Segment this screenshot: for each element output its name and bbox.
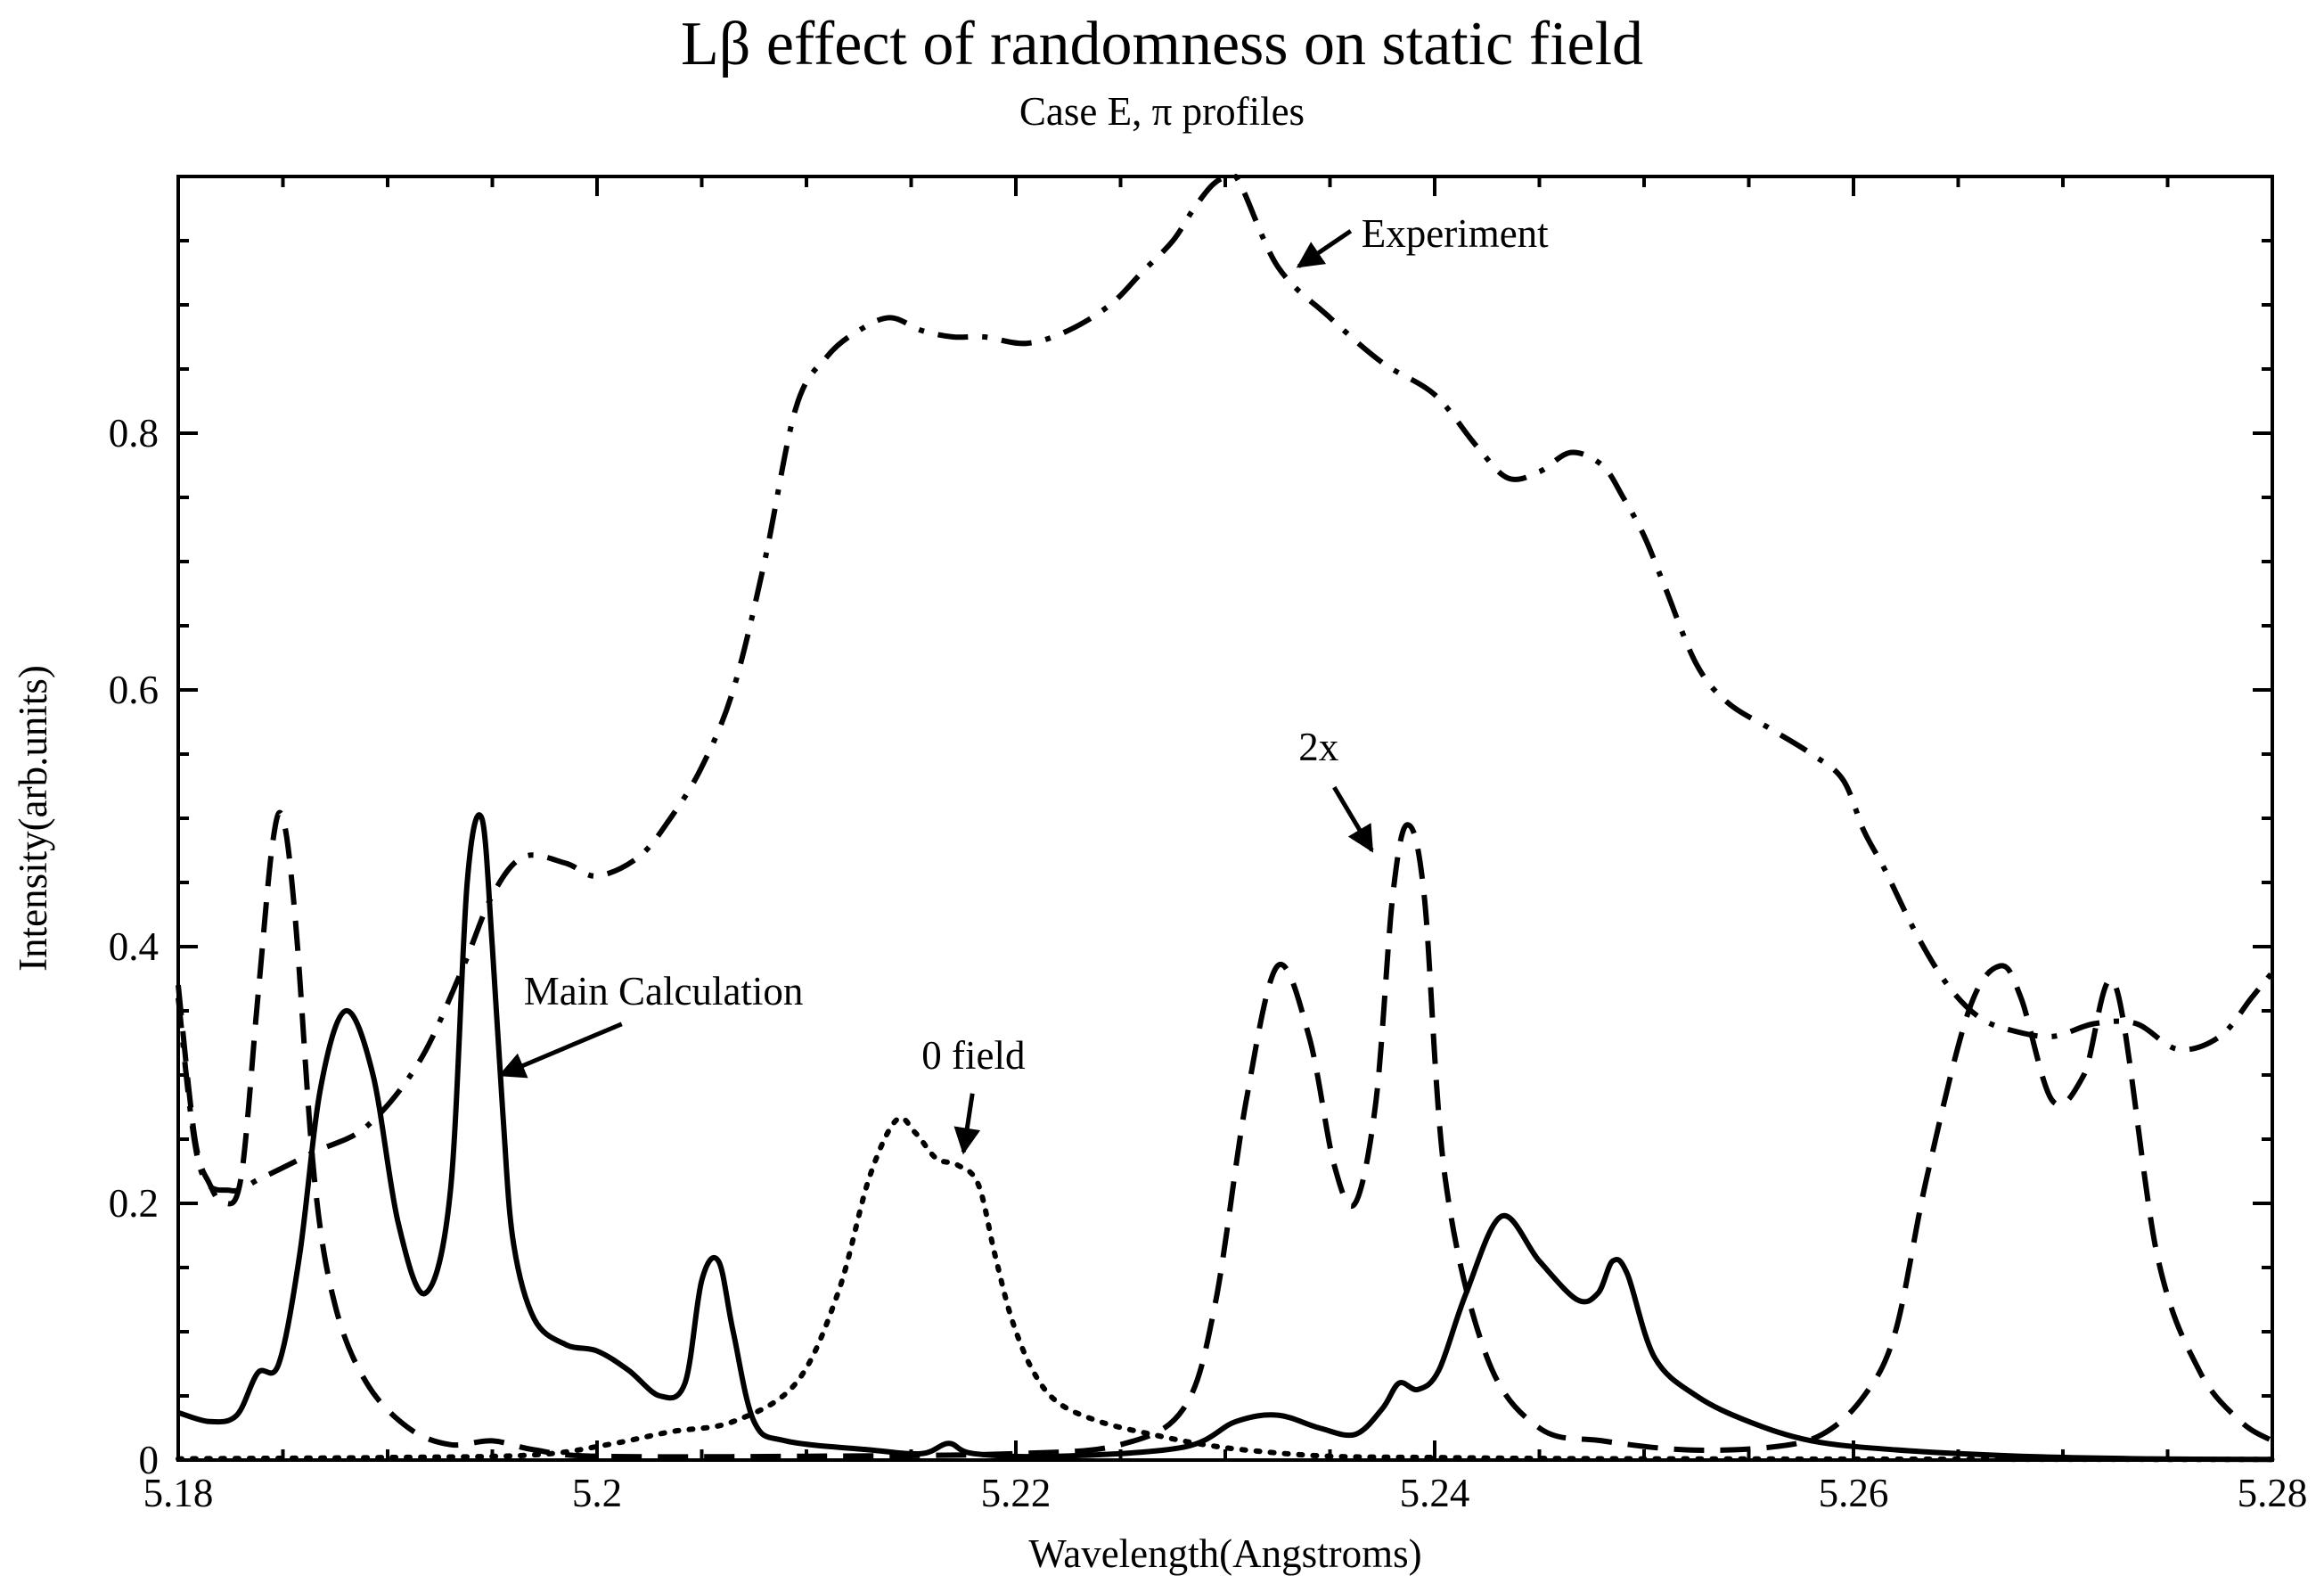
x-tick-label: 5.18	[143, 1471, 214, 1515]
x-axis-label: Wavelength(Angstroms)	[1028, 1531, 1421, 1576]
annotation-0-field: 0 field	[921, 1033, 1025, 1078]
series-line-experiment	[176, 174, 2275, 1194]
series-line-0-field	[176, 1115, 2275, 1463]
y-tick-label: 0	[139, 1438, 160, 1482]
y-tick-label: 0.8	[109, 411, 159, 455]
series-line-main-calculation	[177, 812, 2273, 1463]
ticks-layer	[176, 175, 2274, 1462]
x-tick-label: 5.22	[981, 1471, 1052, 1515]
tick-labels: 5.18 5.2 5.22 5.24 5.26 5.28 0 0.2 0.4 0.6 0.8	[109, 411, 2308, 1515]
annotation-arrow	[1332, 785, 1374, 853]
chart-title: Lβ effect of randomness on static field	[681, 10, 1643, 78]
annotation-main-calculation: Main Calculation	[524, 969, 804, 1013]
series-layer	[176, 174, 2275, 1463]
chart-subtitle: Case E, π profiles	[1019, 89, 1305, 134]
annotation-2x: 2x	[1298, 725, 1338, 769]
annotation-arrow	[953, 1093, 981, 1155]
y-tick-label: 0.4	[109, 924, 159, 969]
y-axis-label: Intensity(arb.units)	[11, 665, 55, 972]
x-tick-label: 5.24	[1400, 1471, 1470, 1515]
y-tick-label: 0.6	[109, 668, 159, 712]
annotations-layer: Experiment Main Calculation 0 field 2x	[498, 211, 1549, 1155]
x-tick-label: 5.26	[1819, 1471, 1889, 1515]
annotation-arrow	[498, 1022, 623, 1079]
annotation-experiment: Experiment	[1362, 211, 1549, 256]
plot-frame	[176, 175, 2274, 1462]
annotation-arrow	[1296, 229, 1353, 268]
x-tick-label: 5.2	[572, 1471, 622, 1515]
y-tick-label: 0.2	[109, 1181, 159, 1226]
x-tick-label: 5.28	[2238, 1471, 2308, 1515]
